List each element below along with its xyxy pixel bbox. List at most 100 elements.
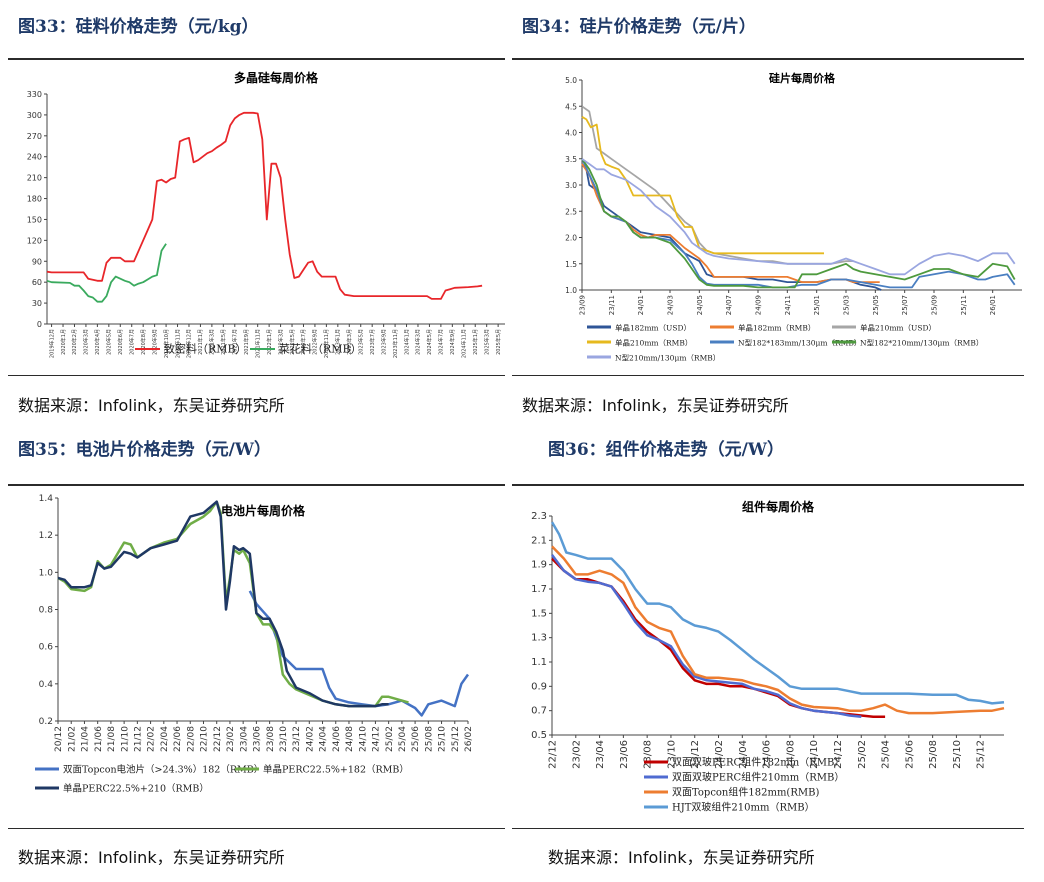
- x-tick-label: 23/11: [608, 295, 616, 315]
- legend-label-1: 双面Topcon电池片（>24.3%）182（RMB）: [63, 764, 263, 776]
- y-tick-label: 30: [32, 299, 42, 308]
- x-tick-label: 21/08: [107, 726, 117, 752]
- top-rule: [512, 484, 1024, 486]
- x-tick-label: 25/02: [385, 726, 395, 752]
- x-tick-label: 2025年5月: [495, 329, 502, 355]
- series-line-1: [46, 111, 483, 300]
- x-tick-label: 26/02: [464, 726, 474, 752]
- x-tick-label: 26/01: [989, 295, 997, 315]
- x-tick-label: 23/12: [292, 726, 302, 752]
- legend-label-2: 菜花料（RMB）: [279, 342, 362, 356]
- x-tick-label: 24/12: [833, 740, 844, 769]
- x-tick-label: 2022年5月: [289, 329, 296, 355]
- x-tick-label: 2021年11月: [254, 329, 261, 358]
- x-tick-label: 24/11: [784, 295, 792, 315]
- x-tick-label: 2023年11月: [392, 329, 399, 358]
- series-line-2: [551, 554, 862, 719]
- x-tick-label: 2020年10月: [163, 329, 170, 358]
- x-tick-label: 2022年7月: [300, 329, 307, 355]
- x-tick-label: 2023年7月: [369, 329, 376, 355]
- y-tick-label: 2.1: [531, 535, 547, 546]
- y-tick-label: 180: [27, 195, 42, 204]
- bottom-rule: [8, 375, 505, 376]
- x-tick-label: 21/04: [81, 726, 91, 752]
- y-tick-label: 2.0: [565, 234, 577, 243]
- y-tick-label: 4.0: [565, 129, 577, 138]
- series-line-4: [550, 521, 1005, 705]
- x-tick-label: 25/11: [960, 295, 968, 315]
- x-tick-label: 23/02: [226, 726, 236, 752]
- x-tick-label: 25/08: [928, 740, 939, 769]
- x-tick-label: 22/02: [147, 726, 157, 752]
- x-tick-label: 22/06: [173, 726, 183, 752]
- x-tick-label: 20/12: [54, 726, 64, 752]
- x-tick-label: 2022年1月: [266, 329, 273, 355]
- x-tick-label: 22/04: [160, 726, 170, 752]
- top-rule: [8, 58, 505, 60]
- series-line-4: [581, 116, 824, 255]
- x-tick-label: 24/02: [305, 726, 315, 752]
- y-tick-label: 0.4: [39, 680, 54, 690]
- y-tick-label: 1.7: [531, 584, 547, 595]
- x-tick-label: 24/03: [666, 295, 674, 315]
- x-tick-label: 25/04: [881, 740, 892, 769]
- x-tick-label: 2019年12月: [48, 329, 55, 358]
- y-tick-label: 0.8: [39, 606, 54, 616]
- x-tick-label: 24/05: [696, 295, 704, 315]
- y-tick-label: 0.7: [531, 706, 547, 717]
- x-tick-label: 2024年3月: [415, 329, 422, 355]
- x-tick-label: 2024年5月: [426, 329, 433, 355]
- source-note: 数据来源：Infolink，东吴证券研究所: [548, 848, 815, 867]
- chart-module: 组件每周价格 0.5 0.7 0.9 1.1 1.3 1.5 1.7 1.9 2.1 2.3 22/1…: [531, 499, 1005, 814]
- x-tick-label: 2020年3月: [83, 329, 90, 355]
- y-tick-label: 0.9: [531, 681, 547, 692]
- x-tick-label: 2024年9月: [449, 329, 456, 355]
- y-tick-label: 1.0: [39, 568, 54, 578]
- series-line-2: [57, 500, 409, 708]
- y-tick-label: 60: [32, 278, 42, 287]
- x-tick-label: 23/08: [643, 740, 654, 769]
- legend-label-3: 单晶210mm（USD）: [860, 323, 936, 333]
- x-tick-label: 24/04: [319, 726, 329, 752]
- x-tick-label: 2020年1月: [60, 329, 67, 355]
- top-rule: [512, 58, 1024, 60]
- x-tick-label: 22/10: [200, 726, 210, 752]
- x-tick-label: 21/12: [134, 726, 144, 752]
- x-tick-label: 2023年5月: [357, 329, 364, 355]
- x-tick-label: 23/06: [253, 726, 263, 752]
- x-tick-label: 25/02: [857, 740, 868, 769]
- series-line-3: [57, 500, 389, 708]
- legend-label-2: 双面双玻PERC组件210mm（RMB）: [672, 771, 844, 784]
- legend-label-4: 单晶210mm（RMB）: [615, 338, 692, 348]
- y-tick-label: 90: [32, 257, 42, 266]
- x-tick-label: 22/12: [213, 726, 223, 752]
- chart-title: 硅片每周价格: [769, 71, 836, 85]
- chart-silicon-material: 多晶硅每周价格 0 30 60 90 120 150 180 210 240 270 300 330 20…: [27, 70, 505, 358]
- chart-title: 多晶硅每周价格: [234, 70, 319, 85]
- chart-title: 电池片每周价格: [221, 503, 306, 518]
- legend-label-2: 单晶PERC22.5%+182（RMB）: [263, 764, 409, 776]
- chart-cell: 电池片每周价格 0.2 0.4 0.6 0.8 1.0 1.2 1.4 20/12 21/02 21…: [35, 494, 474, 795]
- legend-label-1: 单晶182mm（USD）: [615, 323, 691, 333]
- x-tick-label: 24/12: [372, 726, 382, 752]
- y-tick-label: 1.5: [565, 260, 577, 269]
- x-tick-label: 2020年2月: [71, 329, 78, 355]
- x-tick-label: 2020年5月: [106, 329, 113, 355]
- x-tick-label: 2020年11月: [174, 329, 181, 358]
- x-tick-label: 2024年11月: [461, 329, 468, 358]
- y-tick-label: 0: [37, 320, 42, 329]
- y-tick-label: 2.5: [565, 207, 577, 216]
- series-line-6: [581, 158, 1016, 289]
- panel-fig36: 图36：组件价格走势（元/W） 组件每周价格 0.5 0.7 0.9 1.1 1.3 1.5…: [512, 440, 1044, 882]
- legend-label-1: 致密料（RMB）: [164, 342, 247, 356]
- x-tick-label: 25/10: [952, 740, 963, 769]
- x-tick-label: 2022年3月: [277, 329, 284, 355]
- source-note: 数据来源：Infolink，东吴证券研究所: [18, 848, 285, 867]
- x-tick-label: 23/10: [666, 740, 677, 769]
- series-line-3: [551, 545, 1005, 715]
- y-tick-label: 210: [27, 174, 42, 183]
- x-tick-label: 2020年7月: [128, 329, 135, 355]
- bottom-rule: [8, 828, 505, 829]
- x-tick-label: 24/07: [725, 295, 733, 315]
- x-tick-label: 21/10: [120, 726, 130, 752]
